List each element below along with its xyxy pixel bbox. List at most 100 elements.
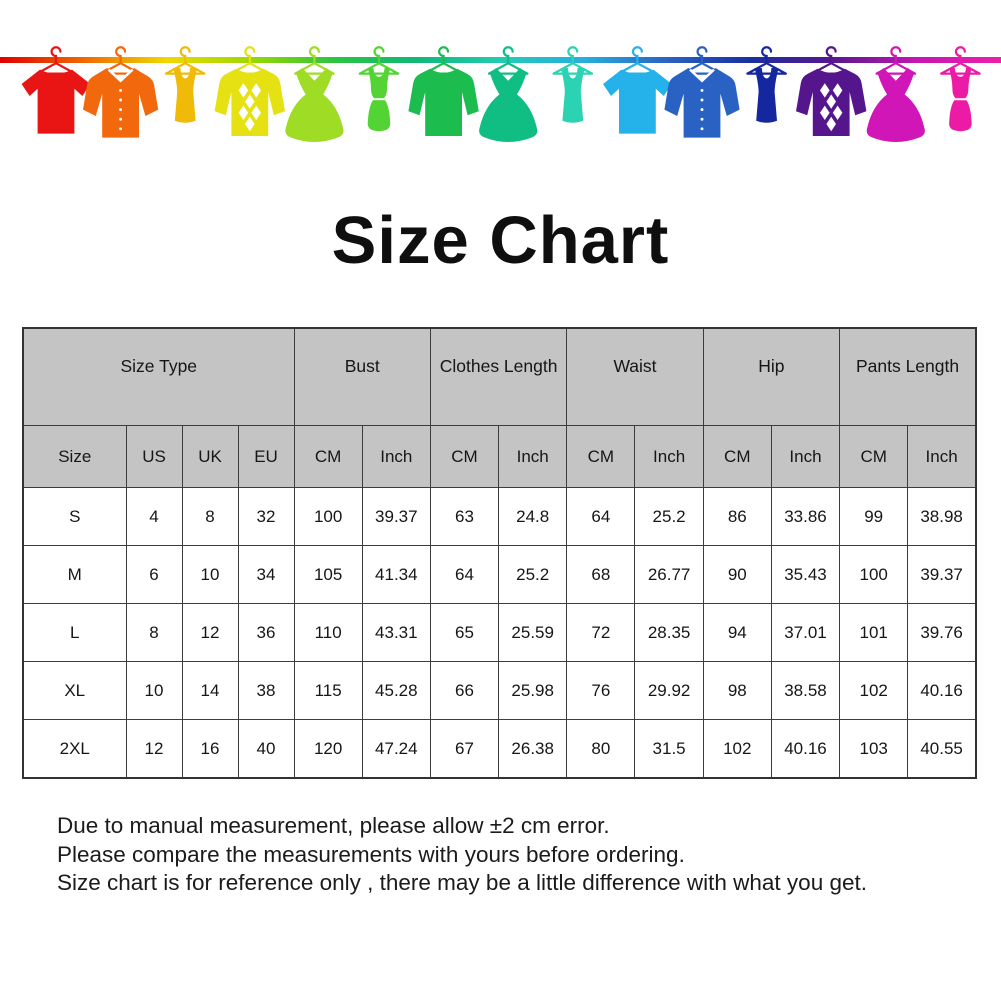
note-line: Due to manual measurement, please allow … (57, 813, 610, 838)
measurement-cell: 14 (181, 661, 239, 720)
measurement-cell: 47.24 (361, 719, 431, 779)
table-row: L 8 12 36 110 43.31 65 25.59 72 28.35 94 37.01 101 39… (22, 603, 977, 662)
column-subheader: CM (429, 425, 500, 488)
measurement-cell: 63 (429, 487, 500, 546)
table-row: S 4 8 32 100 39.37 63 24.8 64 25.2 86 33.86 99 38.98 (22, 487, 977, 546)
measurement-cell: 100 (293, 487, 363, 546)
measurement-cell: 67 (429, 719, 500, 779)
measurement-cell: 76 (566, 661, 636, 720)
column-group-header: Pants Length (839, 327, 977, 426)
measurement-cell: 16 (181, 719, 239, 779)
column-subheader: Inch (498, 425, 568, 488)
size-table-header: Size Type Bust Clothes Length Waist Hip Pants… (22, 327, 977, 488)
column-subheader: CM (839, 425, 909, 488)
measurement-cell: 25.59 (498, 603, 568, 662)
measurement-cell: 99 (839, 487, 909, 546)
measurement-cell: 110 (293, 603, 363, 662)
measurement-cell: 101 (839, 603, 909, 662)
measurement-cell: 25.98 (498, 661, 568, 720)
measurement-cell: 80 (566, 719, 636, 779)
measurement-cell: 8 (181, 487, 239, 546)
column-subheader: Inch (770, 425, 841, 488)
table-row: XL 10 14 38 115 45.28 66 25.98 76 29.92 98 38.58 102… (22, 661, 977, 720)
measurement-cell: 28.35 (634, 603, 704, 662)
measurement-cell: 40 (237, 719, 295, 779)
measurement-cell: 65 (429, 603, 500, 662)
column-subheader: Size (22, 425, 127, 488)
measurement-cell: 25.2 (634, 487, 704, 546)
measurement-cell: 12 (181, 603, 239, 662)
measurement-cell: 35.43 (770, 545, 841, 604)
column-subheader: EU (237, 425, 295, 488)
rainbow-clothesline (0, 57, 1001, 63)
measurement-cell: 32 (237, 487, 295, 546)
measurement-cell: 38.98 (907, 487, 977, 546)
measurement-cell: 39.37 (907, 545, 977, 604)
measurement-cell: 26.38 (498, 719, 568, 779)
clothesline-banner (0, 46, 1001, 144)
measurement-cell: 37.01 (770, 603, 841, 662)
column-subheader: CM (566, 425, 636, 488)
measurement-cell: 24.8 (498, 487, 568, 546)
measurement-cell: 4 (125, 487, 183, 546)
column-subheader: UK (181, 425, 239, 488)
measurement-cell: 86 (702, 487, 772, 546)
measurement-cell: 94 (702, 603, 772, 662)
measurement-cell: 98 (702, 661, 772, 720)
measurement-cell: 105 (293, 545, 363, 604)
measurement-cell: 40.55 (907, 719, 977, 779)
measurement-cell: 68 (566, 545, 636, 604)
measurement-cell: 102 (839, 661, 909, 720)
measurement-cell: 66 (429, 661, 500, 720)
measurement-cell: 120 (293, 719, 363, 779)
size-table: Size Type Bust Clothes Length Waist Hip Pants… (22, 327, 977, 779)
measurement-cell: 8 (125, 603, 183, 662)
size-label-cell: 2XL (22, 719, 127, 779)
column-group-header: Waist (566, 327, 704, 426)
page-title: Size Chart (331, 203, 670, 278)
measurement-cell: 102 (702, 719, 772, 779)
measurement-cell: 41.34 (361, 545, 431, 604)
column-subheader: Inch (361, 425, 431, 488)
column-subheader: Inch (634, 425, 704, 488)
measurement-cell: 40.16 (770, 719, 841, 779)
measurement-cell: 43.31 (361, 603, 431, 662)
measurement-cell: 64 (429, 545, 500, 604)
measurement-cell: 26.77 (634, 545, 704, 604)
measurement-cell: 45.28 (361, 661, 431, 720)
measurement-cell: 6 (125, 545, 183, 604)
measurement-cell: 10 (181, 545, 239, 604)
measurement-cell: 115 (293, 661, 363, 720)
size-label-cell: M (22, 545, 127, 604)
column-group-header: Bust (293, 327, 431, 426)
column-group-header: Size Type (22, 327, 295, 426)
measurement-cell: 36 (237, 603, 295, 662)
column-subheader: US (125, 425, 183, 488)
size-label-cell: XL (22, 661, 127, 720)
measurement-cell: 38 (237, 661, 295, 720)
size-label-cell: L (22, 603, 127, 662)
size-label-cell: S (22, 487, 127, 546)
measurement-cell: 29.92 (634, 661, 704, 720)
measurement-cell: 34 (237, 545, 295, 604)
measurement-cell: 38.58 (770, 661, 841, 720)
column-group-header: Clothes Length (429, 327, 568, 426)
measurement-cell: 40.16 (907, 661, 977, 720)
column-subheader: CM (702, 425, 772, 488)
measurement-cell: 12 (125, 719, 183, 779)
table-row: M 6 10 34 105 41.34 64 25.2 68 26.77 90 35.43 100 39.… (22, 545, 977, 604)
table-row: 2XL 12 16 40 120 47.24 67 26.38 80 31.5 102 40.16 10… (22, 719, 977, 779)
measurement-cell: 10 (125, 661, 183, 720)
column-subheader: Inch (907, 425, 977, 488)
note-line: Size chart is for reference only , there… (57, 870, 867, 895)
measurement-cell: 90 (702, 545, 772, 604)
measurement-cell: 103 (839, 719, 909, 779)
measurement-cell: 33.86 (770, 487, 841, 546)
size-table-body: S 4 8 32 100 39.37 63 24.8 64 25.2 86 33.86 99 38.98 M… (22, 487, 977, 779)
measurement-cell: 25.2 (498, 545, 568, 604)
measurement-cell: 100 (839, 545, 909, 604)
column-group-header: Hip (702, 327, 841, 426)
measurement-notes: Due to manual measurement, please allow … (57, 812, 867, 898)
measurement-cell: 39.76 (907, 603, 977, 662)
